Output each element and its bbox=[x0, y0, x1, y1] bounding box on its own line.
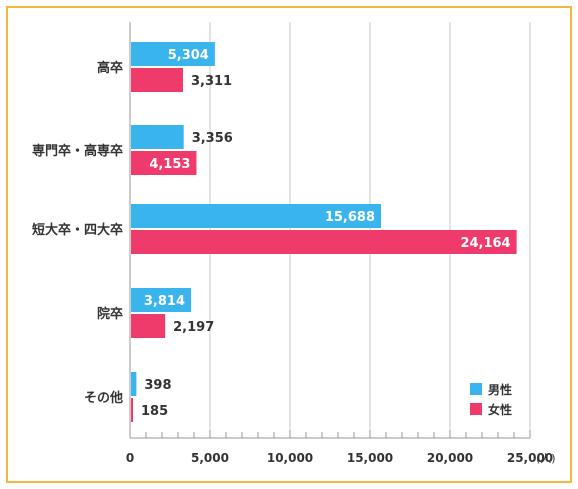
category-label: 院卒 bbox=[97, 306, 123, 322]
data-label: 2,197 bbox=[173, 320, 214, 335]
x-tick-label: 25,000 bbox=[507, 451, 553, 465]
data-label: 5,304 bbox=[168, 48, 209, 63]
bar-male bbox=[131, 204, 382, 228]
data-label: 3,814 bbox=[144, 294, 185, 309]
bar-female bbox=[131, 314, 166, 338]
data-label: 185 bbox=[141, 404, 168, 419]
data-label: 4,153 bbox=[149, 157, 190, 172]
category-label: その他 bbox=[84, 390, 123, 406]
bar-female bbox=[131, 68, 183, 92]
bar-female bbox=[131, 398, 133, 422]
bar-male bbox=[131, 125, 184, 149]
axis-layer: 0 5,000 10,000 15,000 20,000 25,000(人) bbox=[126, 22, 556, 465]
x-tick-label: 0 bbox=[126, 451, 134, 465]
legend-swatch bbox=[470, 383, 482, 395]
legend-label: 女性 bbox=[488, 402, 512, 417]
bar-layer bbox=[131, 42, 517, 422]
x-tick-label: 15,000 bbox=[347, 451, 393, 465]
data-label: 15,688 bbox=[325, 210, 375, 225]
bar-male bbox=[131, 372, 137, 396]
data-label: 398 bbox=[144, 378, 171, 393]
data-label: 24,164 bbox=[460, 236, 510, 251]
data-label: 3,356 bbox=[192, 131, 233, 146]
x-tick-label: 10,000 bbox=[267, 451, 313, 465]
x-tick-label: 20,000 bbox=[427, 451, 473, 465]
category-label: 高卒 bbox=[97, 60, 123, 76]
bar-female bbox=[131, 230, 517, 254]
x-axis-unit: (人) bbox=[536, 452, 556, 465]
bar-male bbox=[131, 288, 192, 312]
bar-female bbox=[131, 151, 197, 175]
legend-label: 男性 bbox=[488, 382, 512, 397]
data-label: 3,311 bbox=[191, 74, 232, 89]
x-tick-label: 5,000 bbox=[191, 451, 229, 465]
legend-swatch bbox=[470, 403, 482, 415]
bar-male bbox=[131, 42, 215, 66]
category-label: 短大卒・四大卒 bbox=[32, 222, 123, 238]
category-label: 専門卒・高専卒 bbox=[32, 143, 123, 159]
